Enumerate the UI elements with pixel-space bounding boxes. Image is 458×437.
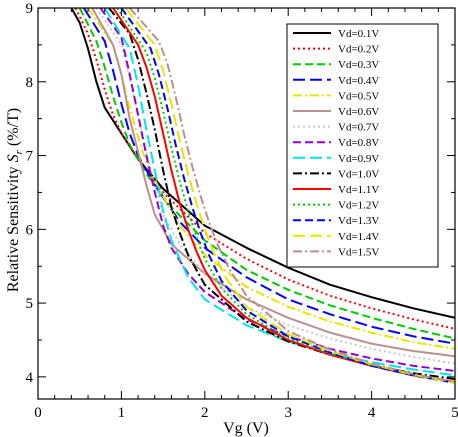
legend-label-9: Vd=0.9V [338,153,379,165]
series-line-4 [83,8,455,345]
legend-label-6: Vd=0.6V [338,106,379,118]
y-axis-title-symbol: S [5,154,22,162]
y-tick-label: 8 [26,75,34,91]
ticks-layer [37,7,456,399]
legend-label-5: Vd=0.5V [338,90,379,102]
legend-label-1: Vd=0.1V [338,28,379,40]
legend-label-4: Vd=0.4V [338,75,379,87]
series-line-2 [74,8,455,330]
y-tick-label: 6 [26,222,34,238]
y-tick-label: 4 [26,370,34,386]
legend-label-13: Vd=1.3V [338,215,379,227]
y-tick-label: 9 [26,1,34,17]
legend-label-10: Vd=1.0V [338,168,379,180]
series-line-6 [91,8,455,358]
legend-label-15: Vd=1.5V [338,246,379,258]
y-axis-title-subscript: r [13,149,25,154]
x-axis-title: Vg (V) [223,420,269,437]
series-line-1 [70,8,455,319]
y-axis-title-prefix: Relative Sensitivity [5,162,22,292]
plot-frame [37,7,456,400]
legend-label-11: Vd=1.1V [338,184,379,196]
tick-labels-layer: 0 1 2 3 4 5 4 5 6 7 8 9 [26,1,458,421]
legend-label-2: Vd=0.2V [338,44,379,56]
x-tick-label: 2 [201,405,209,421]
x-tick-label: 4 [368,405,376,421]
legend-label-12: Vd=1.2V [338,200,379,212]
series-layer [70,8,455,384]
x-tick-label: 3 [284,405,292,421]
y-axis-title: Relative Sensitivity Sr (%/T) [5,108,25,292]
y-tick-label: 5 [26,296,34,312]
series-line-15 [128,8,455,383]
y-axis-title-suffix: (%/T) [5,108,22,150]
legend-entries: Vd=0.1V Vd=0.2V Vd=0.3V Vd=0.4V Vd=0.5V Vd=0.… [293,28,379,258]
legend-label-3: Vd=0.3V [338,59,379,71]
legend-label-7: Vd=0.7V [338,122,379,134]
x-tick-label: 1 [118,405,126,421]
legend: Vd=0.1V Vd=0.2V Vd=0.3V Vd=0.4V Vd=0.5V Vd=0.… [286,23,439,268]
legend-label-8: Vd=0.8V [338,137,379,149]
y-tick-label: 7 [26,149,34,165]
series-line-12 [116,8,455,384]
series-line-13 [120,8,455,384]
legend-label-14: Vd=1.4V [338,231,379,243]
x-tick-label: 5 [451,405,458,421]
x-tick-label: 0 [34,405,42,421]
